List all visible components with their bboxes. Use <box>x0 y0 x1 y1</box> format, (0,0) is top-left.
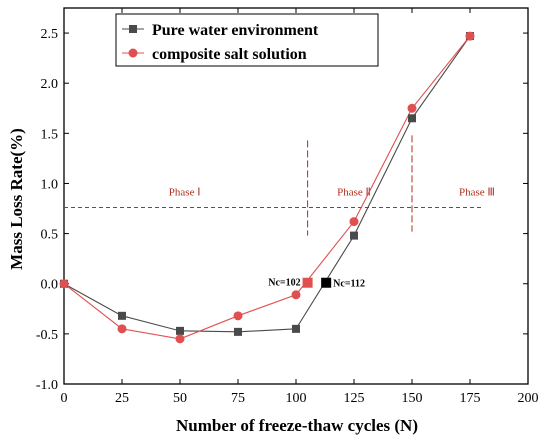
critical-point-marker <box>302 277 313 288</box>
x-tick-label: 50 <box>173 391 187 406</box>
critical-point-label: Nc=102 <box>268 278 300 289</box>
legend-label: Pure water environment <box>152 22 319 39</box>
data-point-circle <box>407 103 417 113</box>
data-point-circle <box>465 31 475 41</box>
data-point-square <box>408 114 416 123</box>
critical-point-marker <box>321 277 332 288</box>
data-point-circle <box>117 324 127 334</box>
x-tick-label: 100 <box>286 391 307 406</box>
y-axis-title: Mass Loss Rate(%) <box>7 128 26 270</box>
x-tick-label: 75 <box>231 391 245 406</box>
y-tick-label: 1.5 <box>41 127 59 142</box>
data-point-square <box>118 311 126 320</box>
x-tick-label: 150 <box>402 391 423 406</box>
x-tick-label: 125 <box>344 391 365 406</box>
y-tick-label: -0.5 <box>36 328 58 343</box>
data-point-circle <box>233 311 243 321</box>
legend-marker-square <box>129 25 137 33</box>
x-axis-title: Number of freeze-thaw cycles (N) <box>176 416 418 435</box>
data-point-circle <box>175 334 185 344</box>
y-tick-label: 0.0 <box>41 278 59 293</box>
critical-point-label: Nc=112 <box>333 279 365 290</box>
x-tick-label: 175 <box>460 391 481 406</box>
x-tick-label: 0 <box>61 391 68 406</box>
legend-marker-circle <box>128 48 138 58</box>
x-tick-label: 200 <box>518 391 539 406</box>
y-tick-label: 2.5 <box>41 27 59 42</box>
y-tick-label: 1.0 <box>41 177 59 192</box>
x-tick-label: 25 <box>115 391 129 406</box>
data-point-circle <box>349 217 359 227</box>
y-tick-label: 2.0 <box>41 77 59 92</box>
phase-label: Phase Ⅰ <box>169 186 201 198</box>
data-point-square <box>350 231 358 240</box>
plot-elements: 0 25 50 75 100 125 150 175 200 -1.0 -0.5 0.0 0.5 1.0 1… <box>36 7 539 406</box>
series-line-0 <box>63 35 471 333</box>
series-line-1 <box>63 35 471 340</box>
legend-box <box>115 13 379 67</box>
data-point-circle <box>291 290 301 300</box>
y-tick-label: 0.5 <box>41 228 59 243</box>
legend-label: composite salt solution <box>152 46 307 63</box>
data-point-square <box>292 324 300 333</box>
phase-label: Phase Ⅱ <box>337 186 371 198</box>
phase-label: Phase Ⅲ <box>459 186 495 198</box>
data-point-square <box>234 327 242 336</box>
data-point-square <box>176 326 184 335</box>
y-tick-label: -1.0 <box>36 378 58 393</box>
data-point-circle <box>59 279 69 289</box>
